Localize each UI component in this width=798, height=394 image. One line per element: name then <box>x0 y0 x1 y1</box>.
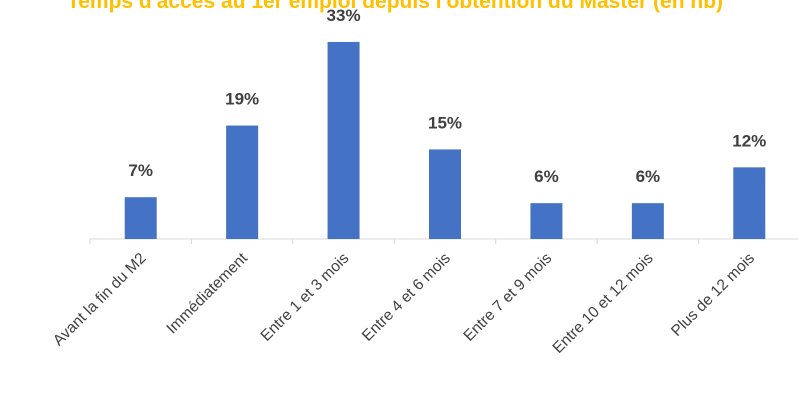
data-label-3: 33% <box>327 6 361 25</box>
x-tick-label-5: Entre 7 et 9 mois <box>460 250 555 345</box>
data-label-2: 19% <box>225 90 259 109</box>
bar-1 <box>124 197 157 239</box>
bar-5 <box>530 203 563 239</box>
x-tick-label-7: Plus de 12 mois <box>668 250 758 340</box>
data-label-5: 6% <box>534 167 559 186</box>
bar-2 <box>226 125 259 239</box>
data-label-6: 6% <box>636 167 661 186</box>
bar-4 <box>429 149 461 239</box>
x-tick-label-1: Avant la fin du M2 <box>50 250 150 350</box>
data-label-4: 15% <box>428 113 462 132</box>
x-tick-label-2: Immédiatement <box>163 249 251 337</box>
bar-6 <box>631 203 664 239</box>
bar-7 <box>733 167 766 239</box>
x-tick-label-4: Entre 4 et 6 mois <box>359 250 454 345</box>
data-label-1: 7% <box>128 161 153 180</box>
x-tick-label-3: Entre 1 et 3 mois <box>258 250 353 345</box>
data-label-7: 12% <box>732 131 766 150</box>
x-tick-label-6: Entre 10 et 12 mois <box>550 250 657 357</box>
chart-title: Temps d'accès au 1er emploi depuis l'obt… <box>67 0 723 13</box>
bar-3 <box>327 41 360 239</box>
